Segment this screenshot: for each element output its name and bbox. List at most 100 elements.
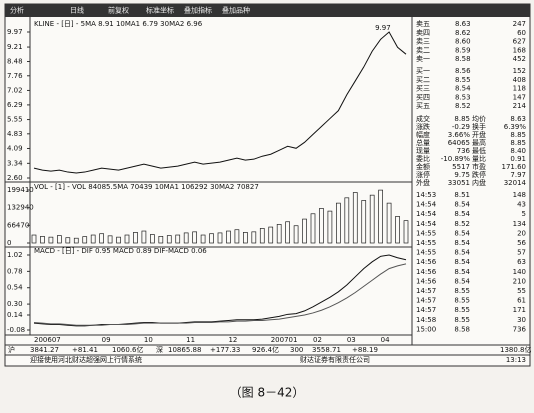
footer-right: 财达证券有限责任公司 xyxy=(300,355,370,364)
trade-cell: 8.55 xyxy=(454,316,470,324)
stat-cell: 33051 xyxy=(448,179,470,187)
volume-bar xyxy=(319,208,324,244)
caption: （图 8－42） xyxy=(230,386,305,400)
x-tick-label: 03 xyxy=(347,336,356,344)
quote-cell: 8.63 xyxy=(455,20,471,28)
volume-bar xyxy=(82,236,88,244)
trade-cell: 14:54 xyxy=(416,210,437,218)
trade-cell: 8.54 xyxy=(454,201,470,209)
trade-cell: 14:56 xyxy=(416,277,437,285)
volume-bar xyxy=(31,234,37,244)
macd-line xyxy=(33,263,407,326)
status-item: +177.33 xyxy=(210,346,240,354)
stat-cell: 涨停 xyxy=(416,170,430,179)
toolbar-item[interactable]: 叠加品种 xyxy=(222,6,250,15)
quote-cell: 60 xyxy=(517,29,526,37)
trade-cell: 14:56 xyxy=(416,268,437,276)
y-tick-label: 3.34 xyxy=(7,159,23,167)
x-tick-label: 200607 xyxy=(34,336,61,344)
volume-bar xyxy=(268,226,274,244)
volume-bar xyxy=(403,220,409,244)
quote-cell: 8.60 xyxy=(455,38,471,46)
y-tick-label: 4.83 xyxy=(7,130,23,138)
volume-bar xyxy=(141,230,147,244)
stat-cell: 现量 xyxy=(416,147,430,155)
quote-cell: 8.53 xyxy=(455,93,471,101)
stat-cell: 换手 xyxy=(472,122,486,131)
stat-cell: 涨跌 xyxy=(416,122,430,131)
volume-bar xyxy=(243,232,248,244)
status-item: +81.41 xyxy=(72,346,98,354)
trade-cell: 57 xyxy=(517,249,526,257)
stat-cell: 32014 xyxy=(504,179,527,187)
trade-cell: 14:55 xyxy=(416,249,436,257)
volume-bar xyxy=(276,224,282,244)
stat-cell: 最低 xyxy=(472,146,486,155)
volume-bar xyxy=(65,237,71,244)
trade-cell: 14:57 xyxy=(416,297,436,305)
trade-cell: 43 xyxy=(517,201,526,209)
trade-cell: 14:55 xyxy=(416,239,436,247)
trade-cell: 55 xyxy=(517,287,526,295)
trade-cell: 148 xyxy=(513,191,526,199)
y-tick-label: 5.55 xyxy=(7,116,23,124)
x-tick-label: 04 xyxy=(381,336,390,344)
volume-bar xyxy=(293,225,299,244)
trade-cell: 8.54 xyxy=(454,210,470,218)
y-tick-label: 1.02 xyxy=(7,251,23,259)
peak-label: 9.97 xyxy=(375,24,391,32)
status-item: 10865.88 xyxy=(168,346,201,354)
trade-cell: 5 xyxy=(522,210,526,218)
status-item: 深 xyxy=(156,345,163,354)
panel-title: VOL - [1] - VOL 84085.5MA 70439 10MA1 10… xyxy=(34,183,259,191)
trade-cell: 14:54 xyxy=(416,220,437,228)
panel-title: MACD - [日] - DIF 0.95 MACD 0.89 DIF-MACD… xyxy=(34,247,207,255)
quote-cell: 408 xyxy=(513,76,526,84)
volume-bar xyxy=(40,236,45,244)
volume-bar xyxy=(73,237,79,244)
quote-cell: 214 xyxy=(513,102,527,110)
toolbar-item[interactable]: 前复权 xyxy=(108,6,129,15)
stat-cell: 9.75 xyxy=(454,171,470,179)
volume-bar xyxy=(352,192,358,244)
volume-bar xyxy=(234,229,240,244)
quote-cell: 452 xyxy=(513,55,526,63)
stat-cell: 总量 xyxy=(416,138,430,147)
volume-bar xyxy=(116,236,121,244)
volume-bar xyxy=(285,221,290,244)
stat-cell: 5517 xyxy=(452,163,470,171)
volume-bar xyxy=(395,216,400,244)
quote-cell: 卖三 xyxy=(416,38,430,46)
stat-cell: 均价 xyxy=(472,114,486,123)
quote-cell: 卖二 xyxy=(416,46,430,54)
y-tick-label: 2.60 xyxy=(7,174,23,182)
toolbar-item[interactable]: 分析 xyxy=(10,6,24,15)
toolbar-item[interactable]: 标准坐标 xyxy=(146,6,174,15)
trade-cell: 210 xyxy=(513,277,526,285)
volume-bar xyxy=(302,218,307,244)
trade-cell: 134 xyxy=(513,220,527,228)
trade-cell: 8.54 xyxy=(454,258,470,266)
stat-cell: 跌停 xyxy=(472,170,486,179)
toolbar-item[interactable]: 日线 xyxy=(70,6,84,15)
volume-bar xyxy=(107,235,113,244)
volume-bar xyxy=(217,232,223,244)
volume-bar xyxy=(327,210,333,244)
trade-cell: 8.55 xyxy=(454,287,470,295)
x-tick-label: 09 xyxy=(102,336,111,344)
stat-cell: 外盘 xyxy=(416,178,430,187)
stat-cell: 0.91 xyxy=(510,155,526,163)
trade-cell: 14:56 xyxy=(416,258,437,266)
stat-cell: 成交 xyxy=(416,114,430,123)
volume-bar xyxy=(310,213,316,244)
volume-bar xyxy=(175,234,181,244)
toolbar-item[interactable]: 叠加指标 xyxy=(184,6,212,15)
trade-cell: 20 xyxy=(517,229,526,237)
x-tick-label: 12 xyxy=(228,336,237,344)
y-tick-label: 0.54 xyxy=(7,284,23,292)
trade-cell: 8.55 xyxy=(454,306,470,314)
quote-cell: 8.54 xyxy=(455,85,471,93)
quote-cell: 627 xyxy=(513,38,526,46)
stat-cell: 8.85 xyxy=(510,139,526,147)
